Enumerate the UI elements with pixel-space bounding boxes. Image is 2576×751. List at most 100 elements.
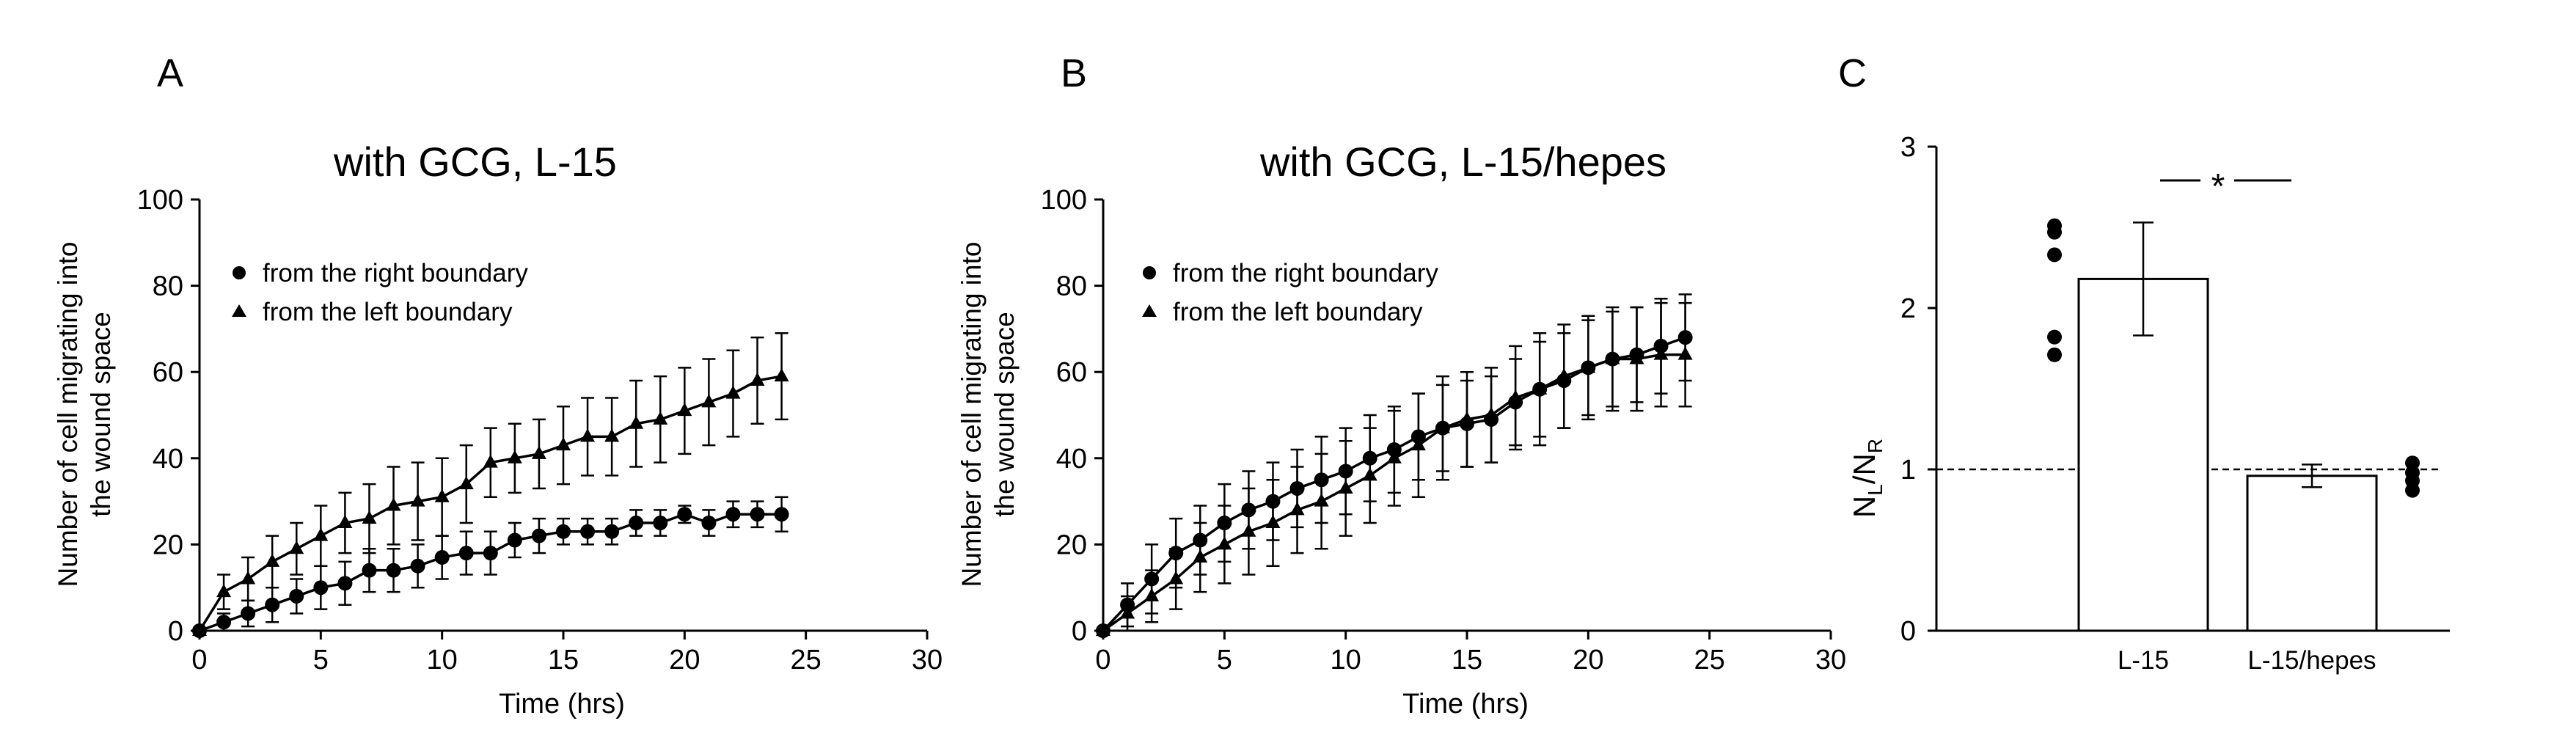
x-tick-label: 20 (1573, 645, 1603, 675)
y-tick-label: 80 (1056, 271, 1087, 302)
data-point (434, 488, 450, 502)
x-tick-label: 10 (427, 645, 458, 675)
legend-b-marker-circle (1143, 266, 1156, 279)
data-point (1241, 523, 1256, 537)
x-tick-label: 10 (1331, 645, 1361, 675)
replicate-point (2047, 329, 2062, 345)
legend-b-label-left: from the left boundary (1173, 298, 1423, 326)
bar-l15 (2077, 277, 2209, 632)
data-point (604, 428, 620, 442)
legend-a-marker-circle (233, 266, 246, 279)
x-axis-label-a: Time (hrs) (499, 689, 625, 719)
x-tick-label: 5 (1217, 645, 1232, 675)
y-tick-label: 60 (1056, 357, 1087, 388)
data-point (410, 558, 425, 574)
data-point (1410, 437, 1426, 451)
y-tick-label: 100 (137, 185, 183, 216)
data-point (653, 516, 668, 530)
data-point (362, 510, 377, 524)
legend-a: from the right boundary from the left bo… (232, 259, 528, 326)
y-tick-label: 0 (1072, 616, 1087, 647)
x-tick-label: 0 (191, 645, 207, 675)
data-point (289, 588, 304, 604)
y-tick-label: 20 (153, 530, 183, 560)
y-axis-label-c-slash: / (1847, 475, 1881, 484)
y-tick-label: 60 (153, 357, 183, 388)
legend-b-label-right: from the right boundary (1173, 259, 1438, 287)
data-point (1484, 407, 1499, 420)
data-point (677, 507, 692, 522)
y-axis-label-c-n2: N (1847, 453, 1881, 475)
data-point (629, 415, 644, 429)
data-point (701, 516, 717, 530)
significance-star: * (2211, 167, 2225, 206)
chart-title-a: with GCG, L-15 (333, 139, 617, 185)
y-tick-label: 2 (1900, 293, 1916, 324)
data-point (1532, 381, 1548, 395)
y-axis-label-b: Number of cell migrating into the wound … (956, 242, 1020, 587)
x-tick-label: 15 (1452, 645, 1482, 675)
data-point (241, 606, 256, 621)
replicate-point (2047, 247, 2062, 263)
chart-title-b: with GCG, L-15/hepes (1259, 139, 1666, 185)
y-tick-label: 100 (1041, 185, 1087, 216)
data-point (531, 528, 546, 543)
data-point (1581, 359, 1596, 373)
data-point (337, 515, 353, 528)
x-tick-label: 5 (313, 645, 329, 675)
plot-area-a: 0 20 40 60 80 100 0 5 10 15 20 25 30 (137, 185, 943, 675)
data-point (1605, 351, 1620, 364)
panel-letter-a: A (157, 51, 183, 95)
replicate-point (2405, 455, 2420, 471)
data-point (677, 403, 692, 417)
data-point (313, 527, 329, 541)
x-tick-label: 20 (669, 645, 700, 675)
data-point (629, 516, 644, 530)
data-point (289, 541, 304, 554)
data-point (531, 445, 546, 459)
data-point (1386, 450, 1402, 464)
series-right-boundary (192, 496, 789, 638)
plot-area-c: 0 1 2 3 (1900, 132, 2450, 647)
data-point (750, 507, 765, 522)
panel-a: A with GCG, L-15 Number of cell migratin… (53, 51, 943, 719)
data-point (1289, 502, 1305, 516)
data-point (1508, 389, 1523, 403)
data-point (1362, 467, 1377, 481)
y-tick-label: 3 (1900, 132, 1916, 163)
x-axis-label-b: Time (hrs) (1402, 689, 1529, 719)
data-point (1338, 480, 1353, 494)
data-point (483, 454, 498, 468)
data-point (701, 394, 717, 408)
y-tick-label: 80 (153, 271, 183, 302)
data-point (1193, 549, 1208, 563)
data-point (1168, 571, 1184, 585)
legend-a-label-left: from the left boundary (263, 298, 513, 326)
x-tick-label: 30 (1815, 645, 1846, 675)
legend-b-item-right: from the right boundary (1143, 259, 1438, 287)
data-point (313, 580, 329, 596)
panel-letter-c: C (1838, 51, 1867, 95)
data-point (241, 571, 256, 585)
data-point (483, 546, 498, 561)
data-point (1120, 605, 1135, 619)
data-point (507, 450, 522, 464)
data-point (1677, 346, 1693, 360)
data-point (265, 553, 280, 567)
series-line (198, 375, 782, 631)
data-point (750, 372, 765, 386)
data-point (1629, 351, 1644, 364)
data-point (580, 428, 596, 442)
data-point (386, 563, 401, 578)
replicate-point (2047, 347, 2062, 362)
y-tick-label: 0 (1900, 616, 1916, 647)
y-axis-label-c-sub-r: R (1864, 439, 1887, 453)
data-point (337, 576, 353, 591)
y-axis-label-c-sub-l: L (1864, 484, 1887, 496)
y-tick-label: 20 (1056, 530, 1087, 560)
significance-marker: * (2160, 167, 2291, 206)
data-point (458, 546, 474, 561)
data-point (774, 507, 789, 522)
data-point (434, 550, 450, 565)
legend-a-label-right: from the right boundary (263, 259, 528, 287)
